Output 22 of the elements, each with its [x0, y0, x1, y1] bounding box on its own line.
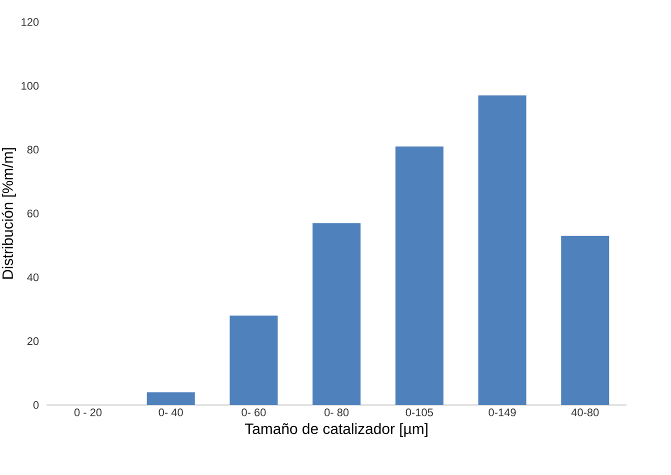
- x-tick-label: 0- 80: [324, 408, 349, 416]
- x-axis-title: Tamaño de catalizador [µm]: [244, 423, 428, 438]
- bar: [230, 316, 278, 405]
- bar: [561, 236, 610, 405]
- y-axis-title: Distribución [%m/m]: [2, 148, 16, 279]
- bar: [395, 146, 444, 405]
- x-tick-label: 0- 40: [158, 408, 183, 416]
- y-tick-label: 100: [22, 82, 39, 90]
- x-tick-label: 40-80: [571, 408, 599, 416]
- x-tick-label: 0- 60: [242, 408, 266, 416]
- y-tick-label: 120: [22, 18, 39, 26]
- y-tick-label: 60: [27, 210, 39, 218]
- bar: [478, 95, 526, 405]
- bar: [312, 223, 361, 405]
- x-tick-label: 0 - 20: [74, 408, 102, 416]
- y-tick-label: 20: [27, 337, 39, 346]
- x-tick-label: 0-105: [406, 408, 433, 416]
- y-tick-label: 40: [27, 273, 39, 282]
- bar: [146, 392, 195, 405]
- y-tick-label: 80: [27, 146, 39, 154]
- x-tick-label: 0-149: [488, 408, 516, 416]
- y-tick-label: 0: [33, 401, 39, 409]
